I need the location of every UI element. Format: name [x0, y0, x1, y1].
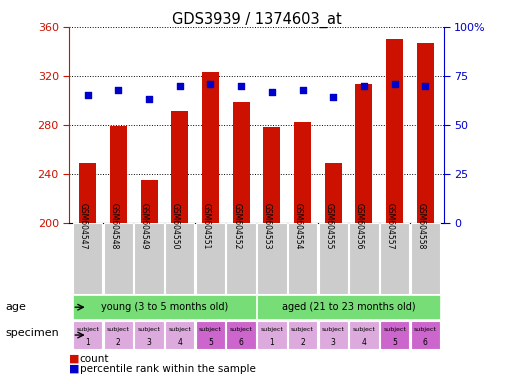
Text: GSM604557: GSM604557	[386, 203, 394, 250]
Bar	[349, 223, 379, 294]
Point	[268, 88, 276, 94]
Text: 3: 3	[331, 338, 336, 347]
Point	[206, 81, 214, 87]
Bar	[319, 223, 348, 294]
Bar	[141, 180, 157, 223]
Bar	[257, 295, 440, 319]
Bar	[386, 39, 403, 223]
Text: subject: subject	[352, 327, 376, 332]
Text: subject: subject	[230, 327, 252, 332]
Text: aged (21 to 23 months old): aged (21 to 23 months old)	[282, 302, 416, 312]
Text: 3: 3	[147, 338, 151, 347]
Bar	[104, 223, 133, 294]
Text: 4: 4	[362, 338, 366, 347]
Point	[114, 86, 123, 93]
Text: 6: 6	[239, 338, 244, 347]
Text: 2: 2	[300, 338, 305, 347]
Text: subject: subject	[291, 327, 314, 332]
Text: subject: subject	[383, 327, 406, 332]
Text: ■: ■	[69, 354, 80, 364]
Text: 1: 1	[85, 338, 90, 347]
Bar	[165, 223, 194, 294]
Bar	[202, 72, 219, 223]
Text: specimen: specimen	[5, 328, 59, 338]
Bar	[196, 321, 225, 349]
Bar	[417, 43, 434, 223]
Text: young (3 to 5 months old): young (3 to 5 months old)	[101, 302, 228, 312]
Bar	[226, 223, 256, 294]
Text: percentile rank within the sample: percentile rank within the sample	[80, 364, 255, 374]
Bar	[165, 321, 194, 349]
Text: 5: 5	[392, 338, 397, 347]
Text: subject: subject	[199, 327, 222, 332]
Bar	[110, 126, 127, 223]
Text: GSM604550: GSM604550	[171, 203, 180, 250]
Text: subject: subject	[76, 327, 99, 332]
Text: 5: 5	[208, 338, 213, 347]
Text: 1: 1	[269, 338, 274, 347]
Point	[329, 94, 338, 101]
Bar	[356, 84, 372, 223]
Bar	[349, 321, 379, 349]
Bar	[257, 223, 287, 294]
Text: GDS3939 / 1374603_at: GDS3939 / 1374603_at	[172, 12, 341, 28]
Point	[175, 83, 184, 89]
Text: subject: subject	[168, 327, 191, 332]
Text: 4: 4	[177, 338, 182, 347]
Bar	[410, 321, 440, 349]
Bar	[104, 321, 133, 349]
Text: subject: subject	[107, 327, 130, 332]
Text: GSM604552: GSM604552	[232, 203, 241, 250]
Bar	[73, 295, 256, 319]
Point	[390, 81, 399, 87]
Bar	[171, 111, 188, 223]
Text: GSM604548: GSM604548	[109, 203, 119, 250]
Text: GSM604553: GSM604553	[263, 203, 272, 250]
Bar	[263, 127, 280, 223]
Text: subject: subject	[261, 327, 283, 332]
Point	[421, 83, 429, 89]
Text: GSM604554: GSM604554	[293, 203, 303, 250]
Bar	[257, 321, 287, 349]
Text: count: count	[80, 354, 109, 364]
Text: 2: 2	[116, 338, 121, 347]
Text: 6: 6	[423, 338, 428, 347]
Text: GSM604551: GSM604551	[202, 203, 210, 250]
Bar	[288, 223, 317, 294]
Bar	[79, 163, 96, 223]
Bar	[319, 321, 348, 349]
Text: subject: subject	[322, 327, 345, 332]
Bar	[226, 321, 256, 349]
Bar	[294, 122, 311, 223]
Text: subject: subject	[137, 327, 161, 332]
Bar	[233, 101, 250, 223]
Bar	[410, 223, 440, 294]
Point	[84, 92, 92, 98]
Text: ■: ■	[69, 364, 80, 374]
Point	[360, 83, 368, 89]
Bar	[134, 223, 164, 294]
Bar	[380, 321, 409, 349]
Text: age: age	[5, 302, 26, 312]
Bar	[73, 223, 103, 294]
Text: subject: subject	[414, 327, 437, 332]
Bar	[73, 321, 103, 349]
Point	[145, 96, 153, 103]
Bar	[288, 321, 317, 349]
Text: GSM604558: GSM604558	[417, 203, 425, 250]
Bar	[325, 163, 342, 223]
Text: GSM604547: GSM604547	[78, 203, 88, 250]
Point	[237, 83, 245, 89]
Text: GSM604549: GSM604549	[140, 203, 149, 250]
Bar	[380, 223, 409, 294]
Bar	[134, 321, 164, 349]
Text: GSM604556: GSM604556	[355, 203, 364, 250]
Point	[299, 86, 307, 93]
Text: GSM604555: GSM604555	[324, 203, 333, 250]
Bar	[196, 223, 225, 294]
